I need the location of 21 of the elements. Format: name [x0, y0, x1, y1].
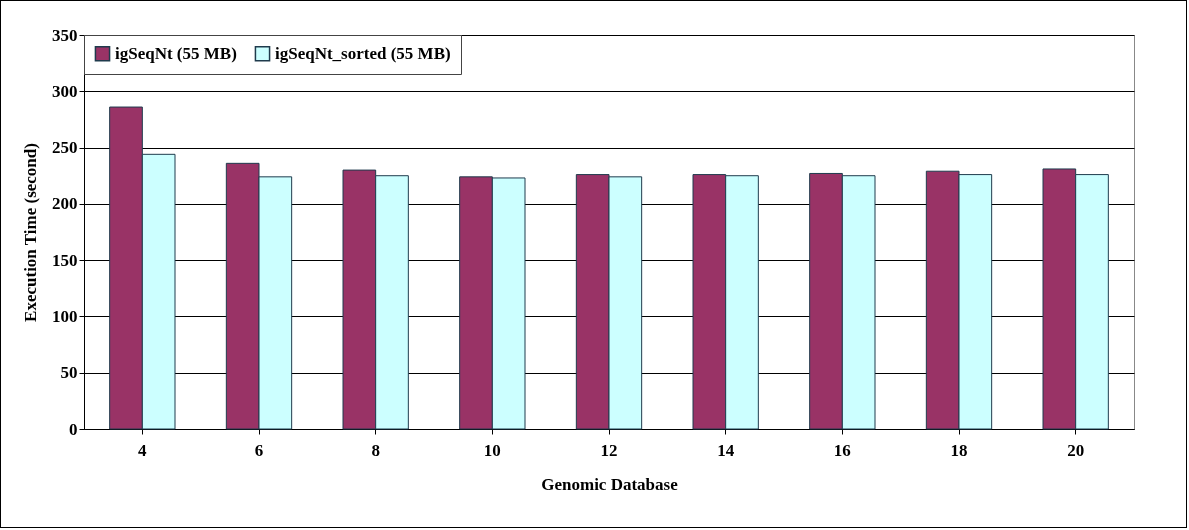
- y-tick-label: 50: [60, 363, 78, 383]
- x-tick-label: 16: [833, 440, 851, 460]
- legend-label: igSeqNt (55 MB): [115, 43, 237, 63]
- x-tick-label: 18: [950, 440, 968, 460]
- x-tick-label: 10: [483, 440, 501, 460]
- x-tick-label: 4: [138, 440, 148, 460]
- x-axis-title: Genomic Database: [541, 474, 679, 494]
- y-tick-label: 100: [52, 306, 78, 326]
- y-tick-label: 300: [52, 81, 78, 101]
- x-tick-label: 14: [717, 440, 735, 460]
- x-tick-label: 12: [600, 440, 618, 460]
- x-tick-label: 8: [371, 440, 380, 460]
- x-tick-label: 20: [1067, 440, 1085, 460]
- y-tick-label: 0: [69, 419, 78, 439]
- legend-label: igSeqNt_sorted (55 MB): [275, 43, 451, 63]
- y-tick-label: 350: [52, 25, 78, 45]
- y-tick-label: 250: [52, 138, 78, 158]
- y-tick-label: 150: [52, 250, 78, 270]
- x-tick-label: 6: [254, 440, 264, 460]
- y-axis-title: Execution Time (second): [21, 143, 40, 322]
- y-tick-label: 200: [52, 194, 78, 214]
